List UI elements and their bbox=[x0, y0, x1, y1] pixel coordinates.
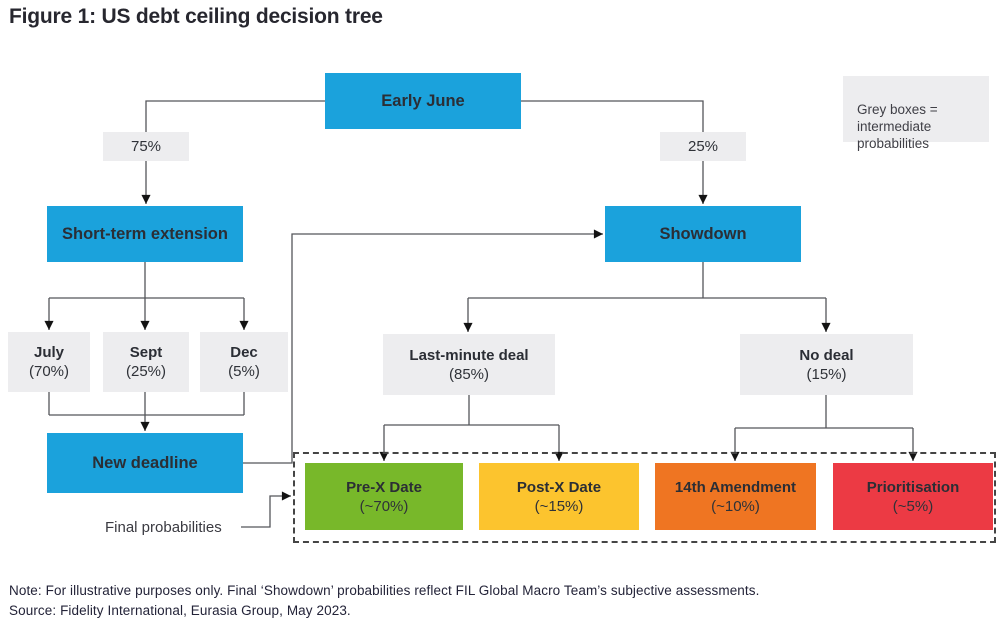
node-july-label: July bbox=[33, 344, 64, 361]
node-no-deal-probability: (15%) bbox=[806, 365, 847, 383]
node-last-minute-deal: Last-minute deal (85%) bbox=[383, 334, 555, 395]
node-pre-x-date: Pre-X Date (~70%) bbox=[305, 463, 463, 530]
node-post-x-date-label: Post-X Date bbox=[516, 478, 602, 496]
legend-grey-boxes: Grey boxes = intermediate probabilities bbox=[843, 76, 989, 151]
node-post-x-date: Post-X Date (~15%) bbox=[479, 463, 639, 530]
node-probability-25: 25% bbox=[660, 132, 746, 161]
node-14th-amendment: 14th Amendment (~10%) bbox=[655, 463, 816, 530]
node-prioritisation-probability: (~5%) bbox=[892, 497, 934, 515]
node-probability-75: 75% bbox=[103, 132, 189, 161]
node-early-june-label: Early June bbox=[381, 91, 465, 110]
footnote-source: Source: Fidelity International, Eurasia … bbox=[9, 603, 351, 618]
node-probability-75-label: 75% bbox=[130, 138, 162, 155]
node-july-probability: (70%) bbox=[28, 363, 69, 380]
legend-text: Grey boxes = intermediate probabilities bbox=[857, 102, 938, 151]
node-last-minute-deal-label: Last-minute deal bbox=[409, 346, 529, 364]
node-dec-probability: (5%) bbox=[228, 363, 260, 380]
node-prioritisation-label: Prioritisation bbox=[866, 478, 960, 496]
node-new-deadline-label: New deadline bbox=[92, 453, 198, 472]
node-sept-label: Sept bbox=[129, 344, 163, 361]
node-no-deal: No deal (15%) bbox=[740, 334, 913, 395]
node-early-june: Early June bbox=[325, 73, 521, 129]
node-new-deadline: New deadline bbox=[47, 433, 243, 493]
node-showdown-label: Showdown bbox=[659, 224, 747, 243]
node-showdown: Showdown bbox=[605, 206, 801, 262]
node-14th-amendment-label: 14th Amendment bbox=[674, 478, 797, 496]
node-14th-amendment-probability: (~10%) bbox=[711, 497, 760, 515]
node-short-term-extension-label: Short-term extension bbox=[62, 224, 228, 243]
node-prioritisation: Prioritisation (~5%) bbox=[833, 463, 993, 530]
figure-title: Figure 1: US debt ceiling decision tree bbox=[9, 5, 383, 28]
node-last-minute-deal-probability: (85%) bbox=[448, 365, 489, 383]
footnote-note: Note: For illustrative purposes only. Fi… bbox=[9, 583, 760, 598]
node-july: July (70%) bbox=[8, 332, 90, 392]
final-probabilities-label: Final probabilities bbox=[105, 519, 222, 536]
node-pre-x-date-label: Pre-X Date bbox=[346, 478, 422, 496]
final-probabilities-frame bbox=[293, 452, 996, 543]
node-dec: Dec (5%) bbox=[200, 332, 288, 392]
node-short-term-extension: Short-term extension bbox=[47, 206, 243, 262]
node-pre-x-date-probability: (~70%) bbox=[359, 497, 409, 515]
node-sept: Sept (25%) bbox=[103, 332, 189, 392]
node-no-deal-label: No deal bbox=[799, 346, 854, 364]
node-dec-label: Dec bbox=[230, 344, 258, 361]
node-probability-25-label: 25% bbox=[687, 138, 719, 155]
node-sept-probability: (25%) bbox=[125, 363, 166, 380]
node-post-x-date-probability: (~15%) bbox=[534, 497, 584, 515]
